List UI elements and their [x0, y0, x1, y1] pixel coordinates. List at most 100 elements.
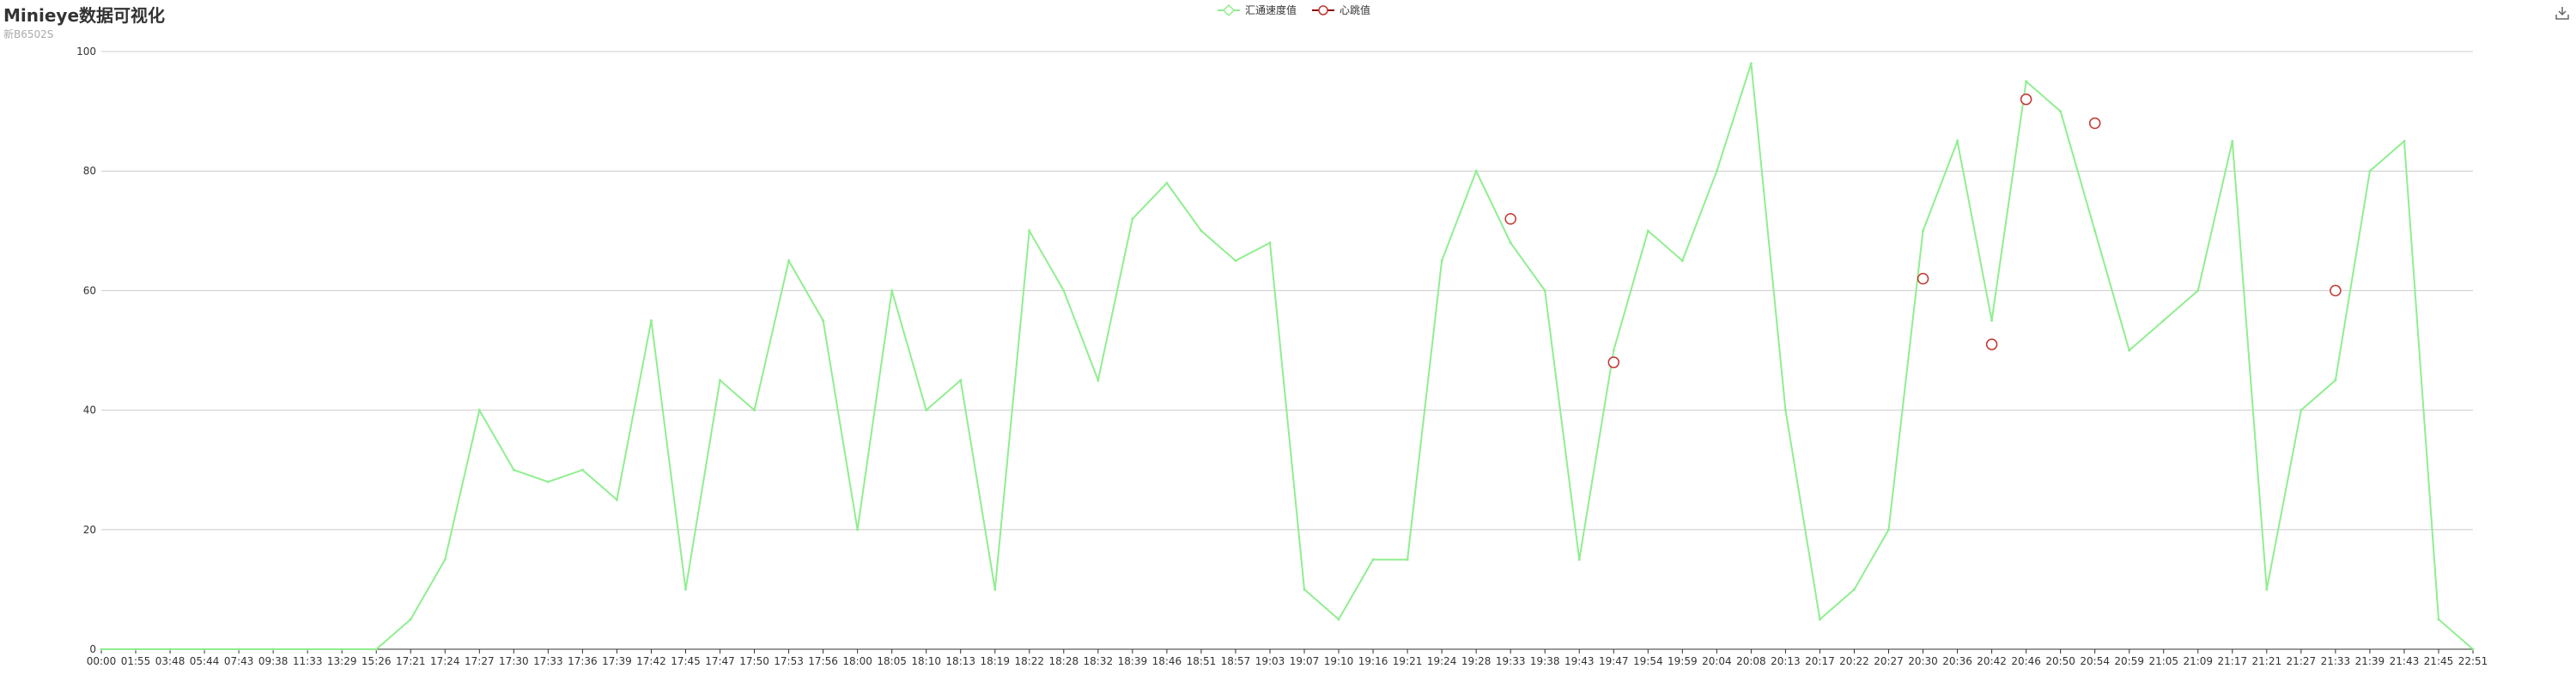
- y-tick-label: 100: [76, 46, 96, 58]
- speed-point: [1577, 558, 1581, 562]
- speed-point: [2265, 587, 2269, 591]
- speed-point: [2025, 80, 2028, 83]
- x-tick-label: 18:19: [980, 655, 1010, 667]
- grid-lines: [101, 51, 2473, 650]
- x-tick-label: 17:27: [465, 655, 495, 667]
- speed-point: [1165, 181, 1169, 185]
- x-tick-label: 07:43: [224, 655, 254, 667]
- x-tick-label: 19:54: [1633, 655, 1663, 667]
- x-tick-label: 18:05: [877, 655, 907, 667]
- speed-point: [1509, 241, 1512, 245]
- x-axis: 00:00 01:55 03:48 05:44 07:43 09:38 11:33 13:29…: [87, 648, 2488, 667]
- x-tick-label: 17:30: [499, 655, 529, 667]
- download-icon[interactable]: [2555, 5, 2570, 21]
- x-tick-label: 19:59: [1668, 655, 1698, 667]
- speed-point: [1646, 229, 1649, 233]
- speed-point: [1887, 528, 1891, 532]
- speed-point: [925, 409, 928, 412]
- x-tick-label: 05:44: [190, 655, 220, 667]
- legend-item-heartbeat[interactable]: 心跳值: [1312, 3, 1370, 17]
- x-tick-label: 17:56: [808, 655, 838, 667]
- legend-label-heartbeat: 心跳值: [1340, 4, 1371, 16]
- speed-point: [2128, 349, 2131, 352]
- speed-point: [271, 647, 275, 651]
- x-tick-label: 19:10: [1324, 655, 1354, 667]
- speed-series-line: [101, 63, 2474, 650]
- x-tick-label: 18:46: [1152, 655, 1182, 667]
- speed-point: [2368, 169, 2372, 173]
- x-tick-label: 18:22: [1014, 655, 1044, 667]
- speed-point: [1406, 558, 1409, 562]
- speed-point: [2231, 139, 2234, 143]
- y-axis: 0 20 40 60 80 100: [76, 46, 96, 655]
- x-tick-label: 20:46: [2011, 655, 2041, 667]
- x-tick-label: 19:21: [1393, 655, 1423, 667]
- x-tick-label: 19:38: [1530, 655, 1560, 667]
- speed-point: [1234, 259, 1237, 263]
- x-tick-label: 21:17: [2218, 655, 2248, 667]
- x-tick-label: 18:57: [1221, 655, 1251, 667]
- page-subtitle: 新B6502S: [3, 28, 54, 40]
- chart-legend: 汇通速度值 心跳值: [1218, 3, 1370, 17]
- x-tick-label: 20:54: [2080, 655, 2110, 667]
- x-tick-label: 21:43: [2390, 655, 2420, 667]
- x-tick-label: 13:29: [327, 655, 357, 667]
- speed-point: [1956, 139, 1959, 143]
- page-title: Minieye数据可视化: [3, 5, 166, 26]
- x-tick-label: 19:24: [1427, 655, 1457, 667]
- speed-point: [2162, 319, 2166, 322]
- x-tick-label: 17:42: [636, 655, 666, 667]
- speed-point: [1200, 229, 1203, 233]
- speed-point: [683, 587, 687, 591]
- x-tick-label: 19:16: [1358, 655, 1388, 667]
- x-tick-label: 20:36: [1942, 655, 1972, 667]
- x-tick-label: 01:55: [121, 655, 151, 667]
- speed-point: [1715, 169, 1718, 173]
- x-tick-label: 18:28: [1049, 655, 1079, 667]
- speed-point: [1922, 229, 1925, 233]
- x-tick-label: 19:28: [1461, 655, 1492, 667]
- speed-point: [1337, 617, 1340, 621]
- speed-point: [1371, 558, 1375, 562]
- speed-point: [2300, 409, 2303, 412]
- x-tick-label: 20:22: [1839, 655, 1869, 667]
- speed-point: [993, 587, 997, 591]
- x-tick-label: 17:50: [739, 655, 769, 667]
- x-tick-label: 17:39: [602, 655, 632, 667]
- speed-point: [1543, 289, 1546, 292]
- x-tick-label: 19:43: [1564, 655, 1595, 667]
- heartbeat-point: [1917, 272, 1929, 285]
- speed-point: [1783, 409, 1787, 412]
- y-tick-label: 80: [83, 165, 96, 177]
- legend-item-speed[interactable]: 汇通速度值: [1218, 3, 1297, 17]
- speed-point: [753, 409, 756, 412]
- x-tick-label: 17:24: [430, 655, 460, 667]
- speed-point: [649, 319, 653, 322]
- speed-point: [306, 647, 309, 651]
- x-tick-label: 21:39: [2355, 655, 2385, 667]
- x-tick-label: 21:27: [2287, 655, 2317, 667]
- heartbeat-point: [2088, 117, 2101, 130]
- x-tick-label: 17:33: [533, 655, 563, 667]
- x-tick-label: 20:17: [1805, 655, 1835, 667]
- speed-point: [203, 647, 206, 651]
- speed-point: [959, 379, 963, 382]
- series-heartbeat: [1504, 93, 2342, 368]
- y-tick-label: 20: [83, 524, 96, 536]
- speed-point: [100, 647, 103, 651]
- x-tick-label: 19:47: [1599, 655, 1629, 667]
- legend-label-speed: 汇通速度值: [1245, 4, 1297, 16]
- speed-point: [1749, 62, 1753, 65]
- speed-point: [2471, 647, 2475, 651]
- speed-point: [890, 289, 894, 292]
- speed-point: [1097, 379, 1100, 382]
- speed-point: [856, 528, 860, 532]
- heartbeat-point: [1607, 356, 1620, 368]
- speed-point: [1612, 349, 1615, 352]
- x-tick-label: 18:13: [945, 655, 975, 667]
- speed-point: [1474, 169, 1478, 173]
- x-tick-label: 17:36: [568, 655, 598, 667]
- speed-point: [477, 409, 481, 412]
- x-tick-label: 17:21: [396, 655, 426, 667]
- x-tick-label: 19:07: [1290, 655, 1320, 667]
